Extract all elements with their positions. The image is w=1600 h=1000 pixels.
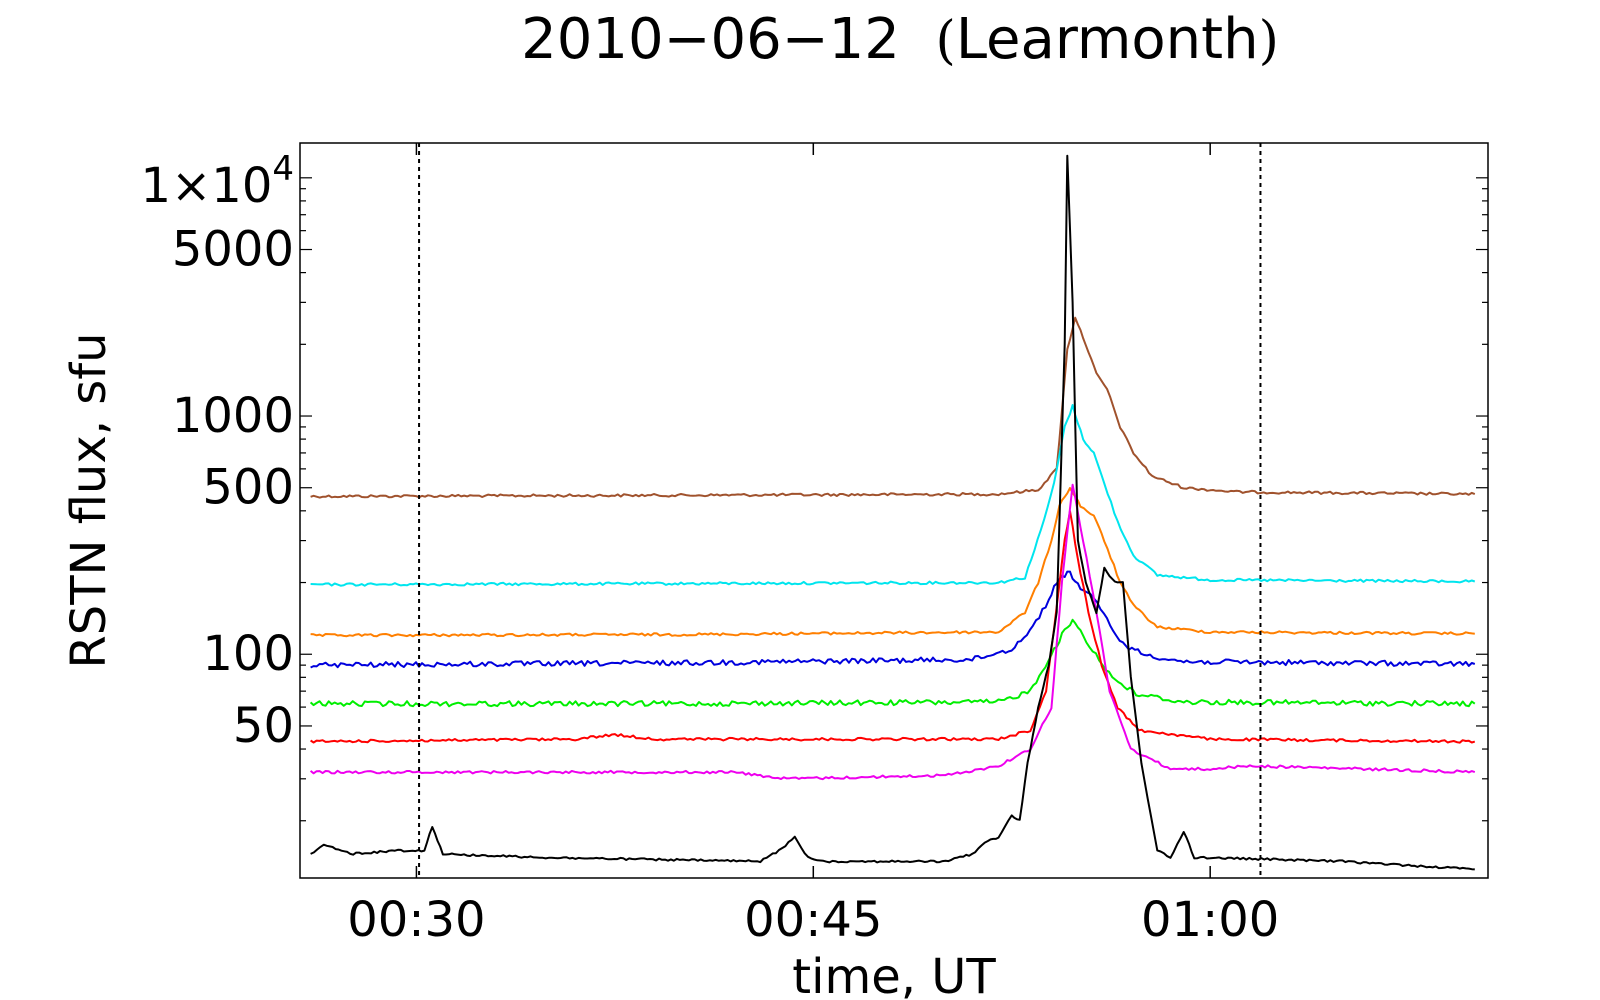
x-axis-ticks: 00:30 00:45 01:00 xyxy=(347,143,1279,948)
chart-title-paren-close: ) xyxy=(1258,11,1279,71)
series-line-8 xyxy=(310,154,1475,871)
plot-frame xyxy=(299,142,1489,879)
series-line-7 xyxy=(309,483,1476,781)
series-layer xyxy=(309,154,1476,871)
marker-layer xyxy=(418,143,1262,878)
series-line-6 xyxy=(310,510,1476,744)
x-tick-label-1: 00:30 xyxy=(347,892,485,948)
x-tick-label-2: 00:45 xyxy=(744,892,882,948)
series-line-1 xyxy=(310,316,1476,499)
y-tick-label-mantissa: 1 xyxy=(141,158,172,214)
y-axis-label: RSTN flux, sfu xyxy=(61,332,117,668)
series-line-3 xyxy=(310,487,1475,638)
chart-title: 2010−06−12 (Learmonth) xyxy=(0,0,1600,80)
series-line-4 xyxy=(310,570,1476,669)
series-line-5 xyxy=(309,618,1476,708)
y-tick-label-3: 500 xyxy=(202,460,294,516)
chart-title-station: Learmonth xyxy=(955,7,1259,72)
y-tick-label-1: 50 xyxy=(233,698,294,754)
chart-title-date: 2010−06−12 xyxy=(521,7,900,72)
y-tick-label-times: × xyxy=(171,158,211,214)
y-tick-label-2: 100 xyxy=(202,626,294,682)
y-tick-label-4: 1000 xyxy=(172,388,294,444)
series-line-2 xyxy=(310,404,1476,587)
x-axis-label: time, UT xyxy=(792,949,996,1000)
y-tick-label-exponent: 4 xyxy=(272,149,294,189)
x-tick-label-3: 01:00 xyxy=(1141,892,1279,948)
y-tick-label-base: 10 xyxy=(211,158,272,214)
chart-title-paren-open: ( xyxy=(935,11,956,71)
y-tick-label-6: 1×104 xyxy=(141,149,294,214)
y-tick-label-5: 5000 xyxy=(172,222,294,278)
